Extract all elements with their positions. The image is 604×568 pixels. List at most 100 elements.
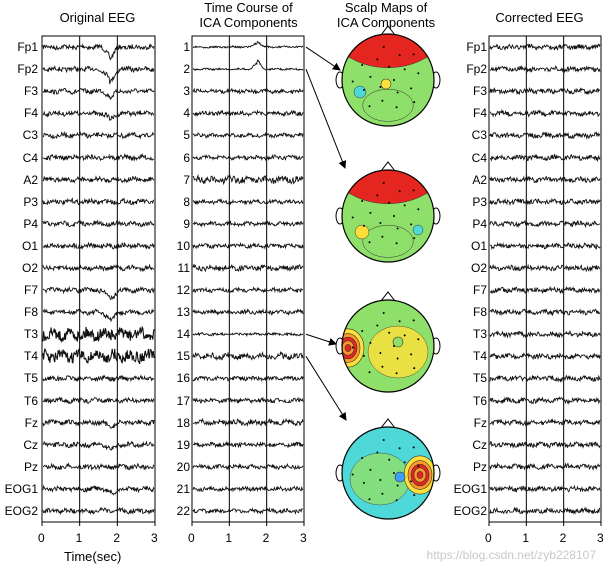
scalp-electrode-dot [379,479,382,481]
scalp-electrode-dot [410,353,413,356]
title-time-course-line1: Time Course of [204,0,293,15]
original-row-label: P3 [23,194,38,209]
scalp-electrode-dot [412,446,415,449]
corrected-frame [488,35,602,523]
arrow [305,333,337,346]
scalp-field [342,170,434,262]
scalp-electrode-dot [362,481,365,484]
scalp-electrode-dot [398,190,401,193]
scalp-electrode-dot [376,324,379,327]
ica-row-label: 20 [176,459,190,474]
scalp-electrode-dot [395,242,398,245]
scalp-electrode-dot [369,468,372,471]
scalp-field [342,34,434,126]
corrected-trace [489,329,601,339]
ica-row-label: 6 [183,150,190,165]
ica-trace [193,197,304,206]
scalp-electrode-dot [369,75,372,78]
scalp-electrode-dot [393,215,395,217]
scalp-electrode-dot [388,458,391,461]
scalp-electrode-dot [412,53,415,56]
original-trace [42,87,155,101]
scalp-electrode-dot [361,330,364,332]
arrow [305,356,347,421]
panel-corrected-eeg [488,35,602,526]
panel-ica-timecourse [191,35,305,526]
original-row-label: T5 [23,371,38,386]
scalp-electrode-dot [388,65,391,68]
original-row-label: C4 [22,150,38,165]
scalp-electrode-dot [369,211,372,214]
corrected-trace [489,396,601,405]
original-row-label: A2 [23,172,38,187]
ica-row-label: 17 [176,393,190,408]
ica-tick-label: 2 [262,531,270,545]
corrected-trace [489,175,601,184]
corrected-tick-label: 3 [597,531,604,545]
original-trace [42,308,155,323]
original-row-label: O2 [21,260,38,275]
original-trace [42,506,155,516]
corrected-row-label: P3 [472,194,487,209]
scalp-electrode-dot [381,235,384,238]
ica-trace [192,350,304,361]
corrected-trace [489,86,601,96]
corrected-trace [489,440,601,449]
original-trace [42,285,155,300]
title-original-eeg: Original EEG [59,10,136,25]
original-row-label: F4 [23,106,38,121]
original-row-label: Fz [24,415,38,430]
original-row-label: EOG2 [4,503,38,518]
title-time-course-line2: ICA Components [199,15,298,30]
scalp-nose [380,161,396,172]
original-trace [42,175,155,184]
scalp-electrode-dot [417,72,420,75]
original-row-label: Cz [23,437,38,452]
corrected-trace [489,219,601,229]
ica-row-label: 19 [176,437,190,452]
original-trace [42,197,155,206]
scalp-map-component-14 [335,291,441,393]
original-row-label: T4 [23,349,38,364]
x-axis-label: Time(sec) [64,549,122,564]
scalp-electrode-dot [412,189,415,192]
corrected-row-label: F3 [472,84,487,99]
scalp-electrode-dot [395,106,398,109]
scalp-electrode-dot [362,354,365,357]
corrected-row-label: Pz [472,459,487,474]
scalp-electrode-dot [393,345,395,347]
ica-row-label: 1 [183,40,190,55]
ica-row-label: 16 [176,371,190,386]
corrected-trace [489,506,601,515]
corrected-tick-label: 0 [485,531,492,545]
corrected-row-label: T3 [472,327,487,342]
corrected-row-label: T6 [472,393,487,408]
scalp-electrode-dot [376,58,379,61]
scalp-electrode-dot [369,341,372,344]
corrected-row-label: T5 [472,371,487,386]
scalp-electrode-dot [417,338,420,341]
corrected-row-label: F8 [472,305,487,320]
scalp-electrode-dot [388,201,391,204]
ica-trace [192,375,304,382]
panel-original-eeg [41,35,156,526]
ica-row-label: 2 [183,62,190,77]
scalp-electrode-dot [379,352,382,354]
ica-row-label: 14 [176,327,190,342]
ica-trace [192,59,304,72]
ica-row-label: 3 [183,84,190,99]
scalp-electrode-dot [396,357,399,360]
corrected-row-label: T4 [472,349,487,364]
corrected-trace [489,64,601,74]
original-trace [42,347,155,364]
ica-trace [192,463,304,471]
original-tick-label: 1 [75,531,83,545]
corrected-row-label: Fz [473,415,487,430]
corrected-trace [489,197,601,207]
ica-row-label: 7 [183,172,190,187]
ica-row-label: 22 [176,503,190,518]
title-time-course: Time Course of ICA Components [186,0,311,30]
scalp-electrode-dot [396,227,399,230]
ica-tick-label: 3 [300,531,307,545]
scalp-electrode-dot [382,46,385,48]
